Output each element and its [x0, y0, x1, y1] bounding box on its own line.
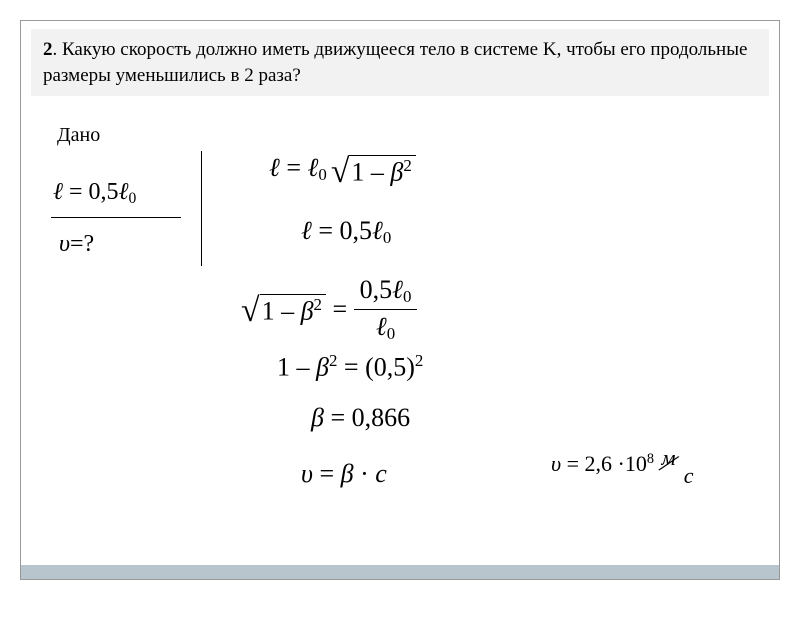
unit-fraction: м ⁄ с: [660, 451, 696, 481]
formula-5: β = 0,866: [311, 403, 410, 433]
question-box: 2. Какую скорость должно иметь движущеес…: [31, 29, 769, 96]
given-label: Дано: [57, 124, 100, 147]
given-equation: ℓ = 0,5ℓ0: [53, 179, 136, 208]
formula-4: 1 – β2 = (0,5)2: [277, 351, 423, 382]
formula-2: ℓ = 0,5ℓ0: [301, 216, 391, 248]
slide-container: 2. Какую скорость должно иметь движущеес…: [20, 20, 780, 580]
question-text: . Какую скорость должно иметь движущееся…: [43, 39, 747, 86]
formula-result: υ = 2,6 ·108 м ⁄ с: [551, 451, 696, 481]
formula-3: √1 – β2 = 0,5ℓ0ℓ0: [241, 275, 417, 344]
divider-vertical: [201, 151, 202, 266]
given-divider: [51, 217, 181, 218]
footer-bar: [21, 565, 779, 579]
formula-1: ℓ = ℓ0√1 – β2: [269, 151, 416, 189]
question-number: 2: [43, 39, 53, 60]
formula-6: υ = β · c: [301, 459, 387, 489]
find-expression: υ=?: [59, 231, 94, 258]
